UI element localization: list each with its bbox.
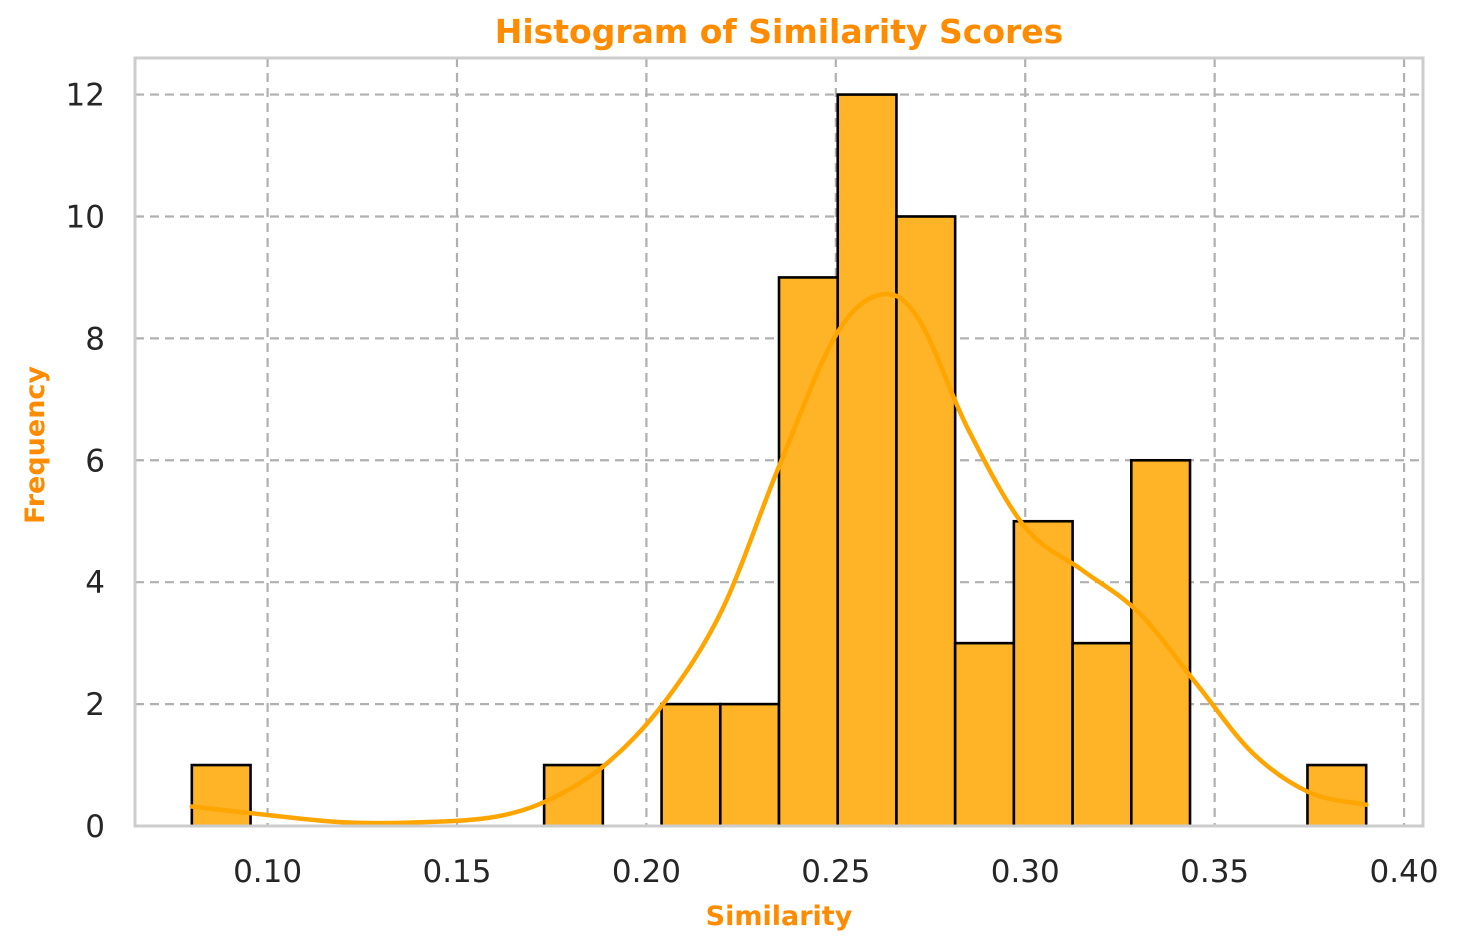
x-tick-label: 0.25 (801, 854, 870, 890)
histogram-bar (777, 276, 840, 828)
histogram-bar (1012, 519, 1074, 828)
histogram-bar (660, 702, 722, 828)
y-axis-ticks: 0 2 4 6 8 10 12 (66, 78, 105, 845)
x-tick-label: 0.40 (1370, 854, 1439, 890)
x-tick-label: 0.35 (1180, 854, 1249, 890)
y-tick-label: 12 (66, 78, 105, 114)
x-axis-label: Similarity (706, 901, 853, 932)
x-axis-ticks: 0.10 0.15 0.20 0.25 0.30 0.35 0.40 (233, 854, 1439, 890)
y-tick-label: 2 (85, 687, 105, 723)
histogram-bar (1071, 641, 1133, 828)
x-tick-label: 0.20 (612, 854, 681, 890)
plot-frame (133, 56, 1425, 828)
histogram-bar (836, 93, 898, 828)
y-tick-label: 4 (85, 565, 105, 601)
histogram-bar (1130, 458, 1192, 828)
y-tick-label: 6 (85, 443, 105, 479)
x-tick-label: 0.10 (233, 854, 302, 890)
chart-title: Histogram of Similarity Scores (495, 12, 1064, 51)
y-tick-label: 8 (85, 321, 105, 357)
histogram-bar (953, 641, 1016, 828)
histogram-bar (718, 702, 781, 828)
y-axis-label: Frequency (20, 366, 51, 524)
x-tick-label: 0.30 (991, 854, 1060, 890)
histogram-bars (190, 93, 1368, 828)
x-tick-label: 0.15 (422, 854, 491, 890)
y-tick-label: 0 (85, 809, 105, 845)
histogram-bar (190, 763, 252, 828)
histogram-bar (895, 215, 957, 828)
kde-curve (189, 291, 1369, 826)
y-tick-label: 10 (66, 199, 105, 235)
kde-curve-layer (189, 291, 1369, 826)
